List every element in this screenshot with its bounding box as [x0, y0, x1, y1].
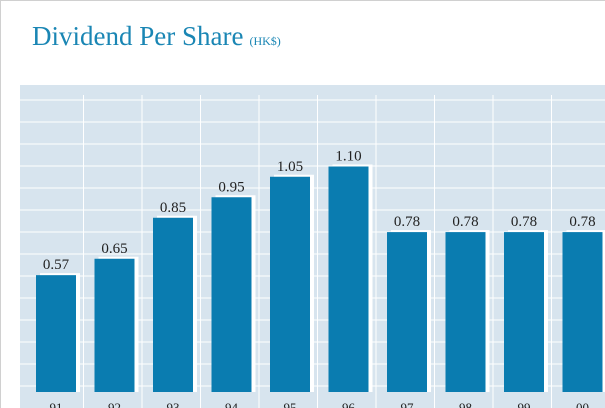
- value-label: 0.78: [569, 214, 595, 230]
- value-label: 0.57: [43, 257, 70, 273]
- bar: [36, 275, 76, 392]
- value-label: 0.85: [160, 200, 186, 216]
- value-label: 0.78: [511, 214, 537, 230]
- bar: [94, 258, 135, 392]
- value-label: 1.05: [277, 159, 303, 175]
- bar: [153, 217, 193, 392]
- bar: [387, 232, 427, 392]
- value-label: 0.65: [101, 241, 127, 257]
- bar: [211, 197, 252, 392]
- bar: [562, 232, 603, 392]
- x-tick-label: 95: [284, 400, 297, 408]
- bar: [445, 232, 486, 392]
- subtitle: (HK$): [249, 34, 280, 48]
- value-label: 0.95: [218, 179, 244, 195]
- x-tick-label: 97: [401, 400, 415, 408]
- x-tick-label: 94: [225, 400, 239, 408]
- title: Dividend Per Share: [32, 21, 243, 51]
- chart-title: Dividend Per Share (HK$): [32, 21, 281, 51]
- value-label: 0.78: [452, 214, 478, 230]
- x-tick-label: 00: [576, 400, 589, 408]
- bar: [504, 232, 544, 392]
- value-label: 0.78: [394, 214, 420, 230]
- x-tick-label: 98: [459, 400, 472, 408]
- value-label: 1.10: [335, 149, 361, 165]
- x-tick-label: 99: [518, 400, 531, 408]
- x-tick-label: 93: [167, 400, 180, 408]
- x-tick-label: 91: [50, 400, 63, 408]
- x-tick-label: 96: [342, 400, 356, 408]
- bar: [270, 176, 310, 392]
- bar: [328, 166, 369, 392]
- x-tick-label: 92: [108, 400, 121, 408]
